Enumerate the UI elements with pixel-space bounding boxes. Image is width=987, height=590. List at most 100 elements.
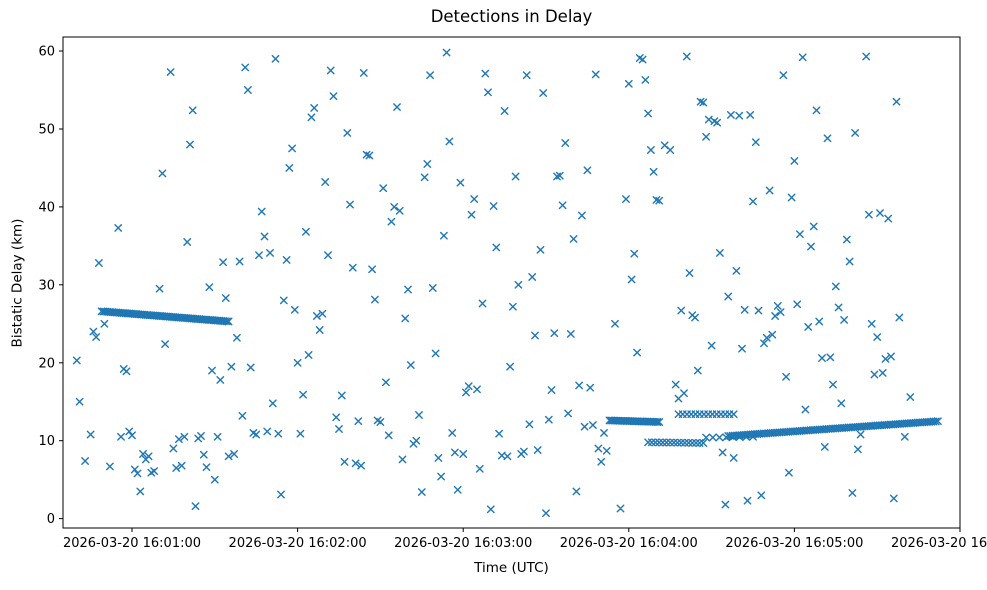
scatter-point — [600, 429, 608, 437]
scatter-point — [693, 366, 702, 375]
scatter-point — [166, 68, 175, 76]
scatter-point — [462, 388, 470, 397]
scatter-point — [578, 211, 586, 220]
scatter-point — [740, 305, 749, 314]
scatter-point — [313, 312, 321, 320]
scatter-point — [870, 370, 879, 379]
scatter-point — [492, 243, 501, 252]
scatter-point — [150, 467, 158, 475]
scatter-point — [335, 425, 343, 433]
scatter-point — [630, 249, 639, 258]
scatter-point — [749, 197, 757, 206]
scatter-point — [809, 222, 818, 231]
scatter-point — [208, 366, 216, 375]
scatter-point — [771, 312, 779, 320]
scatter-point — [183, 238, 192, 246]
scatter-point — [199, 450, 208, 459]
scatter-point — [144, 452, 153, 461]
scatter-point — [219, 258, 227, 267]
scatter-point — [826, 353, 835, 362]
scatter-point — [653, 418, 662, 426]
scatter-point — [495, 429, 503, 438]
scatter-point — [117, 432, 125, 441]
scatter-point — [732, 266, 741, 275]
scatter-point — [282, 256, 291, 264]
scatter-point — [727, 111, 735, 119]
scatter-point — [268, 399, 277, 408]
scatter-point — [743, 496, 752, 505]
scatter-point — [290, 305, 299, 314]
scatter-point — [368, 265, 376, 274]
scatter-point — [324, 251, 332, 260]
scatter-point — [889, 494, 898, 503]
scatter-point — [680, 389, 688, 398]
scatter-point — [332, 413, 341, 422]
scatter-point — [633, 348, 641, 357]
scatter-point — [831, 282, 840, 291]
scatter-point — [202, 463, 211, 472]
scatter-point — [666, 146, 675, 154]
scatter-point — [506, 362, 514, 371]
scatter-point — [130, 465, 139, 474]
scatter-point — [329, 92, 338, 101]
scatter-point — [699, 98, 708, 107]
scatter-point — [431, 349, 440, 358]
scatter-point — [544, 415, 553, 424]
scatter-point — [856, 430, 865, 439]
scatter-point — [520, 447, 528, 456]
scatter-point — [445, 137, 454, 146]
scatter-point — [437, 472, 445, 481]
scatter-point — [357, 461, 365, 470]
scatter-point — [326, 66, 335, 75]
scatter-point — [180, 432, 189, 441]
scatter-point — [528, 273, 537, 281]
scatter-point — [376, 418, 385, 426]
scatter-point — [550, 329, 559, 338]
scatter-point — [473, 385, 481, 394]
scatter-point — [785, 468, 793, 477]
scatter-point — [566, 330, 575, 338]
scatter-point — [158, 169, 167, 178]
scatter-point — [395, 206, 404, 215]
scatter-point — [161, 340, 169, 348]
scatter-point — [230, 450, 238, 458]
scatter-point — [307, 113, 316, 122]
scatter-point — [359, 69, 368, 77]
scatter-point — [354, 417, 363, 426]
scatter-point — [343, 129, 352, 137]
scatter-point — [464, 382, 473, 391]
scatter-point — [699, 439, 708, 447]
scatter-point — [351, 459, 360, 468]
scatter-point — [790, 157, 799, 165]
scatter-point — [221, 294, 230, 302]
scatter-point — [796, 230, 804, 239]
scatter-point — [782, 372, 790, 381]
scatter-point — [379, 184, 388, 193]
scatter-point — [434, 454, 443, 462]
scatter-point — [682, 52, 691, 61]
scatter-point — [169, 444, 178, 453]
scatter-point — [222, 317, 231, 326]
scatter-point — [191, 502, 200, 511]
scatter-point — [100, 319, 109, 328]
scatter-point — [757, 491, 766, 500]
scatter-point — [106, 462, 114, 471]
scatter-point — [895, 313, 904, 322]
scatter-point — [638, 55, 647, 64]
scatter-point — [304, 351, 313, 359]
plot-frame — [62, 36, 961, 529]
scatter-point — [583, 166, 592, 175]
scatter-point — [542, 509, 550, 518]
scatter-point — [729, 410, 738, 419]
scatter-point — [884, 214, 893, 223]
scatter-point — [428, 284, 437, 292]
scatter-point — [125, 427, 134, 436]
scatter-point — [288, 144, 296, 153]
scatter-point — [114, 224, 123, 232]
scatter-point — [393, 103, 401, 111]
scatter-point — [509, 302, 517, 311]
scatter-point — [348, 263, 357, 272]
scatter-point — [597, 457, 606, 466]
scatter-point — [655, 418, 664, 426]
